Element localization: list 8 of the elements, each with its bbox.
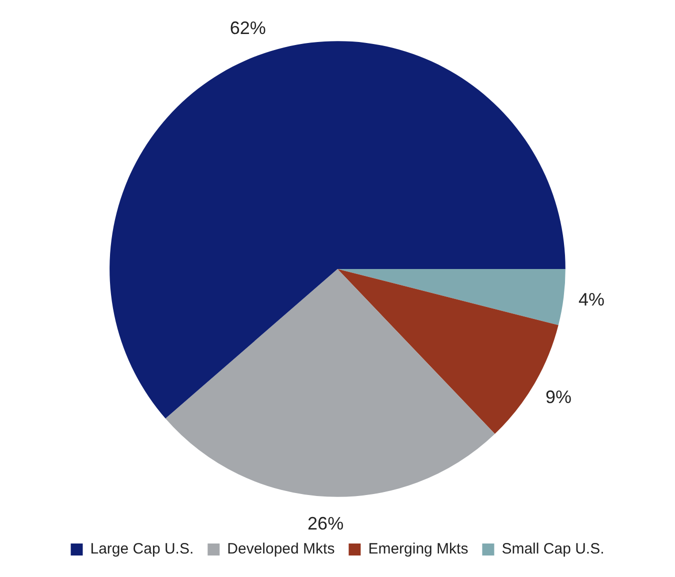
data-label: 4% <box>578 290 604 310</box>
legend-label: Large Cap U.S. <box>90 540 194 558</box>
data-label: 26% <box>308 514 344 534</box>
data-label: 62% <box>230 18 266 38</box>
legend-label: Developed Mkts <box>227 540 335 558</box>
data-label: 9% <box>545 387 572 408</box>
legend-label: Small Cap U.S. <box>502 540 604 558</box>
legend-label: Emerging Mkts <box>368 540 468 558</box>
